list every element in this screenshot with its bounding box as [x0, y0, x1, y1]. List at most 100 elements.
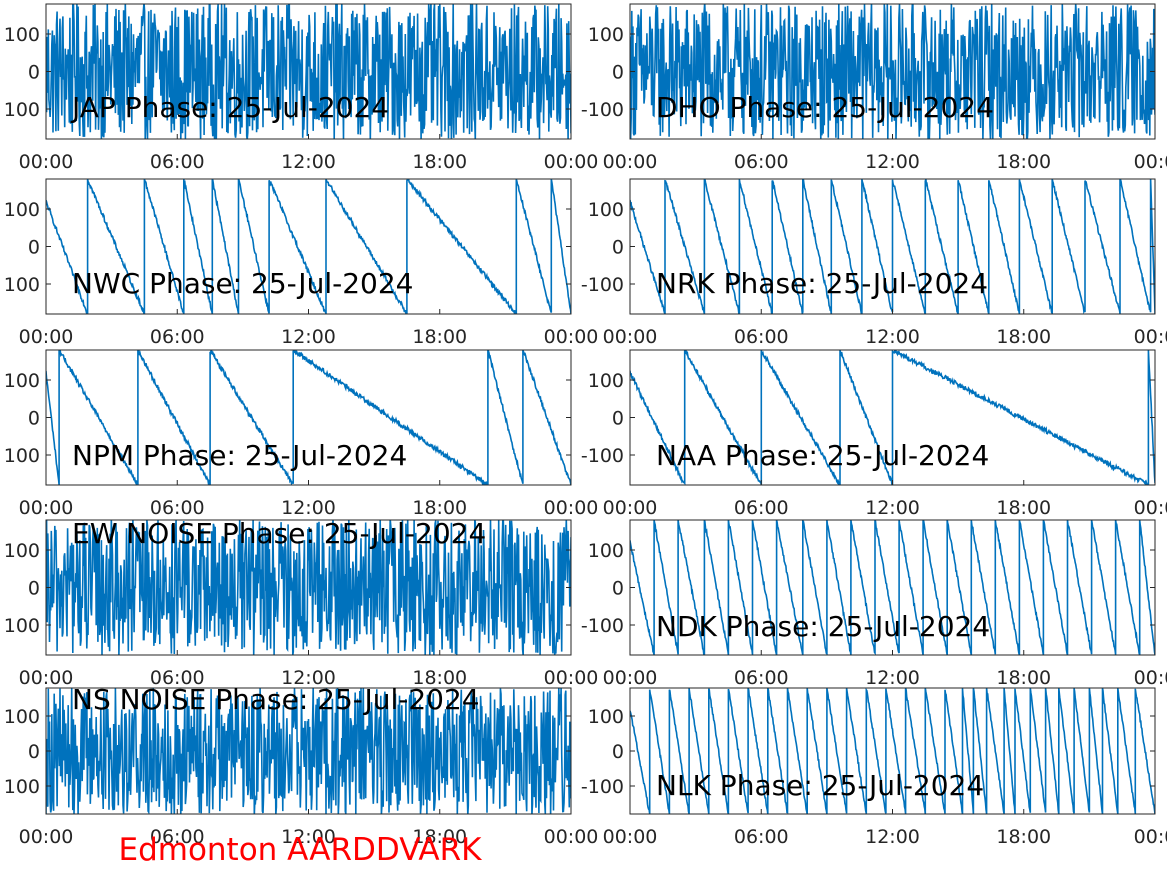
x-tick-label: 12:00 [865, 497, 920, 519]
panel-3: 100 0 -100 00:00 06:00 12:00 18:00 00:0 NRK Phas… [581, 178, 1167, 348]
x-tick-label: 12:00 [865, 326, 920, 348]
x-tick-label: 00:00 [19, 826, 74, 848]
x-tick-label: 00:00 [19, 326, 74, 348]
y-tick-label: 100 [4, 199, 40, 221]
x-tick-label: 18:00 [996, 497, 1051, 519]
y-tick-label: 100 [588, 24, 624, 46]
x-tick-label: 00:00 [544, 151, 599, 173]
x-tick-label: 00:00 [603, 151, 658, 173]
y-tick-label: 0 [612, 237, 624, 259]
x-tick-label: 00:00 [19, 667, 74, 689]
y-tick-label: 0 [612, 741, 624, 763]
y-tick-label: 100 [4, 540, 40, 562]
y-tick-label: 0 [612, 62, 624, 84]
panel-1: 100 0 -100 00:00 06:00 12:00 18:00 00:0 DHO Phas… [581, 3, 1167, 173]
x-tick-label: 06:00 [734, 326, 789, 348]
panel-4: 100 0 100 00:00 06:00 12:00 18:00 00:00 NPM Phas… [4, 349, 599, 519]
series-line [46, 179, 571, 314]
x-tick-label: 18:00 [412, 326, 467, 348]
x-tick-label: 00:00 [603, 826, 658, 848]
x-tick-label: 00:0 [1134, 497, 1167, 519]
panel-title: NPM Phase: 25-Jul-2024 [72, 439, 407, 472]
x-tick-label: 18:00 [412, 497, 467, 519]
y-tick-label: -100 [581, 99, 624, 121]
x-tick-label: 00:00 [603, 667, 658, 689]
x-tick-label: 00:00 [19, 497, 74, 519]
series-line [630, 520, 1155, 655]
x-tick-label: 12:00 [281, 667, 336, 689]
x-tick-label: 00:00 [544, 497, 599, 519]
x-tick-label: 00:00 [544, 326, 599, 348]
x-tick-label: 00:0 [1134, 826, 1167, 848]
panel-5: 100 0 -100 00:00 06:00 12:00 18:00 00:0 NAA Phas… [581, 349, 1167, 519]
x-tick-label: 18:00 [412, 151, 467, 173]
x-tick-label: 06:00 [150, 326, 205, 348]
panel-title: NRK Phase: 25-Jul-2024 [656, 267, 988, 300]
y-tick-label: 0 [612, 408, 624, 430]
y-tick-label: -100 [581, 274, 624, 296]
x-tick-label: 18:00 [996, 667, 1051, 689]
x-tick-label: 06:00 [150, 497, 205, 519]
x-tick-label: 00:00 [19, 151, 74, 173]
y-tick-label: 100 [4, 99, 40, 121]
x-tick-label: 00:00 [544, 667, 599, 689]
x-tick-label: 18:00 [412, 826, 467, 848]
x-tick-label: 18:00 [996, 826, 1051, 848]
x-tick-label: 12:00 [281, 497, 336, 519]
y-tick-label: 0 [28, 62, 40, 84]
y-tick-label: 0 [28, 741, 40, 763]
series-line [46, 688, 571, 814]
y-tick-label: -100 [581, 615, 624, 637]
panel-title: DHO Phase: 25-Jul-2024 [656, 91, 994, 124]
x-tick-label: 12:00 [865, 667, 920, 689]
x-tick-label: 06:00 [734, 151, 789, 173]
panel-8: 100 0 100 00:00 06:00 12:00 18:00 00:00 NS NOISE… [4, 683, 599, 848]
y-tick-label: 100 [4, 24, 40, 46]
y-tick-label: 100 [588, 370, 624, 392]
series-line [46, 4, 571, 139]
y-tick-label: -100 [581, 445, 624, 467]
x-tick-label: 12:00 [865, 151, 920, 173]
footer-label: Edmonton AARDDVARK [118, 832, 482, 868]
series-line [630, 179, 1155, 314]
x-tick-label: 12:00 [281, 151, 336, 173]
series-line [630, 4, 1155, 139]
series-line [46, 350, 571, 485]
y-tick-label: 100 [4, 370, 40, 392]
y-tick-label: 100 [588, 540, 624, 562]
y-tick-label: 100 [588, 706, 624, 728]
x-tick-label: 06:00 [150, 667, 205, 689]
y-tick-label: 0 [28, 237, 40, 259]
x-tick-label: 00:00 [603, 497, 658, 519]
series-line [630, 688, 1155, 814]
y-tick-label: 100 [4, 706, 40, 728]
panel-title: EW NOISE Phase: 25-Jul-2024 [72, 517, 486, 550]
panel-7: 100 0 -100 00:00 06:00 12:00 18:00 00:0 NDK Phas… [581, 519, 1167, 689]
panel-6: 100 0 100 00:00 06:00 12:00 18:00 00:00 EW NOISE… [4, 517, 599, 689]
x-tick-label: 18:00 [412, 667, 467, 689]
y-tick-label: 100 [4, 615, 40, 637]
y-tick-label: 100 [4, 445, 40, 467]
y-tick-label: 0 [28, 408, 40, 430]
x-tick-label: 18:00 [996, 326, 1051, 348]
panel-0: 100 0 100 00:00 06:00 12:00 18:00 00:00 JAP Phas… [4, 3, 599, 173]
x-tick-label: 06:00 [150, 826, 205, 848]
x-tick-label: 00:0 [1134, 667, 1167, 689]
x-tick-label: 06:00 [734, 497, 789, 519]
x-tick-label: 12:00 [281, 826, 336, 848]
x-tick-label: 12:00 [865, 826, 920, 848]
panel-title: NAA Phase: 25-Jul-2024 [656, 439, 989, 472]
x-tick-label: 12:00 [281, 326, 336, 348]
x-tick-label: 00:00 [603, 326, 658, 348]
panel-title: NLK Phase: 25-Jul-2024 [656, 769, 984, 802]
panel-2: 100 0 100 00:00 06:00 12:00 18:00 00:00 NWC Phas… [4, 178, 599, 348]
y-tick-label: 100 [4, 274, 40, 296]
panel-title: NS NOISE Phase: 25-Jul-2024 [72, 683, 480, 716]
panel-title: NDK Phase: 25-Jul-2024 [656, 610, 990, 643]
x-tick-label: 18:00 [996, 151, 1051, 173]
series-line [630, 350, 1155, 485]
series-line [46, 520, 571, 655]
panel-title: JAP Phase: 25-Jul-2024 [70, 91, 389, 124]
